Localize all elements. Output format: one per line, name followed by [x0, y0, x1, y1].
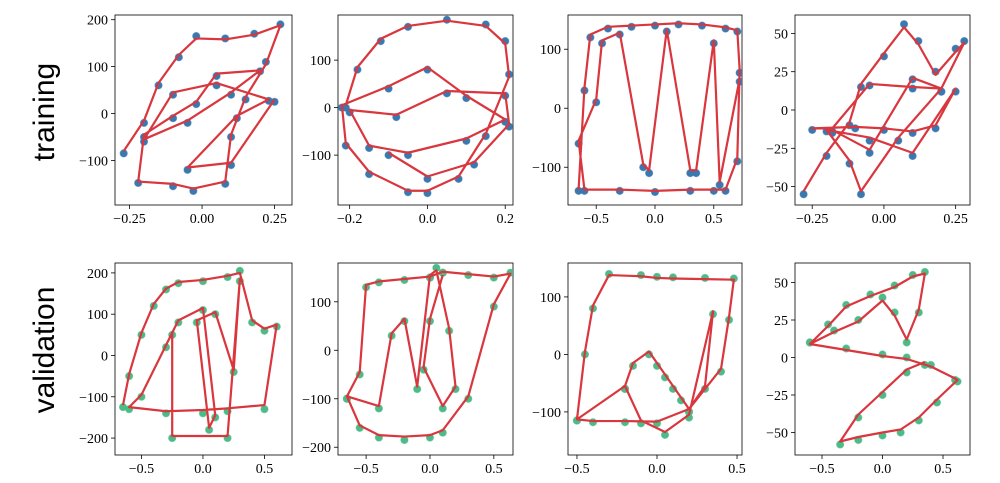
y-tick-label: −100: [302, 393, 331, 408]
prediction-line: [122, 24, 282, 190]
y-tick-label: 200: [87, 14, 108, 29]
x-tick-label: −0.5: [584, 212, 609, 227]
y-tick-label: 100: [310, 296, 331, 311]
prediction-line: [121, 271, 278, 438]
x-tick-label: −0.5: [353, 462, 378, 477]
x-tick-label: 0.00: [872, 212, 897, 227]
x-tick-label: 0.25: [943, 212, 968, 227]
y-tick-label: 100: [310, 54, 331, 69]
y-tick-label: −25: [766, 389, 788, 404]
y-tick-label: 0: [101, 349, 108, 364]
data-point: [709, 186, 718, 195]
y-tick-label: −50: [766, 427, 788, 442]
y-tick-label: 50: [774, 27, 788, 42]
data-point: [700, 273, 710, 283]
row-label: validation: [28, 287, 61, 414]
prediction-line: [575, 273, 735, 434]
y-tick-label: −25: [766, 142, 788, 157]
prediction-line: [808, 272, 959, 443]
data-point: [799, 190, 808, 199]
y-tick-label: 100: [87, 61, 108, 76]
y-tick-label: −100: [302, 149, 331, 164]
y-tick-label: 0: [781, 352, 788, 367]
y-tick-label: 0: [554, 348, 561, 363]
data-point: [650, 187, 660, 197]
plot-frame: [114, 262, 293, 456]
y-tick-label: 100: [540, 43, 561, 58]
prediction-line: [340, 19, 511, 192]
y-tick-label: 200: [87, 267, 108, 282]
data-point: [260, 405, 269, 414]
y-tick-label: 0: [324, 344, 331, 359]
x-tick-label: 0.5: [728, 462, 746, 477]
x-tick-label: 0.0: [646, 212, 664, 227]
y-tick-label: 0: [554, 102, 561, 117]
x-tick-label: −0.25: [796, 212, 828, 227]
prediction-line: [345, 269, 512, 438]
x-tick-label: 0.0: [194, 462, 212, 477]
y-tick-label: 0: [324, 102, 331, 117]
x-tick-label: 0.5: [256, 462, 274, 477]
x-tick-label: 0.00: [190, 212, 215, 227]
y-tick-label: 100: [540, 291, 561, 306]
x-tick-label: 0.0: [648, 462, 666, 477]
x-tick-label: 0.5: [485, 462, 503, 477]
y-tick-label: −100: [79, 391, 108, 406]
y-tick-label: 0: [781, 104, 788, 119]
x-tick-label: 0.0: [419, 212, 437, 227]
row-label: training: [28, 63, 61, 161]
y-tick-label: 0: [101, 108, 108, 123]
x-tick-label: 0.5: [705, 212, 723, 227]
y-tick-label: −200: [302, 441, 331, 456]
y-tick-label: −100: [79, 154, 108, 169]
y-tick-label: 25: [774, 314, 788, 329]
x-tick-label: 0.2: [496, 212, 514, 227]
x-tick-label: −0.2: [337, 212, 362, 227]
x-tick-label: 0.0: [874, 462, 892, 477]
y-tick-label: −100: [532, 161, 561, 176]
x-tick-label: −0.5: [809, 462, 834, 477]
y-tick-label: −100: [532, 406, 561, 421]
prediction-line: [577, 22, 741, 192]
y-tick-label: 25: [774, 66, 788, 81]
prediction-line: [802, 26, 966, 193]
x-tick-label: 0.0: [421, 462, 439, 477]
x-tick-label: 0.25: [262, 212, 287, 227]
x-tick-label: −0.5: [129, 462, 154, 477]
y-tick-label: 100: [87, 308, 108, 323]
x-tick-label: 0.5: [934, 462, 952, 477]
y-tick-label: −50: [766, 181, 788, 196]
y-tick-label: 50: [774, 277, 788, 292]
y-tick-label: −200: [79, 432, 108, 447]
x-tick-label: −0.5: [564, 462, 589, 477]
x-tick-label: −0.25: [113, 212, 145, 227]
data-point: [620, 418, 630, 427]
